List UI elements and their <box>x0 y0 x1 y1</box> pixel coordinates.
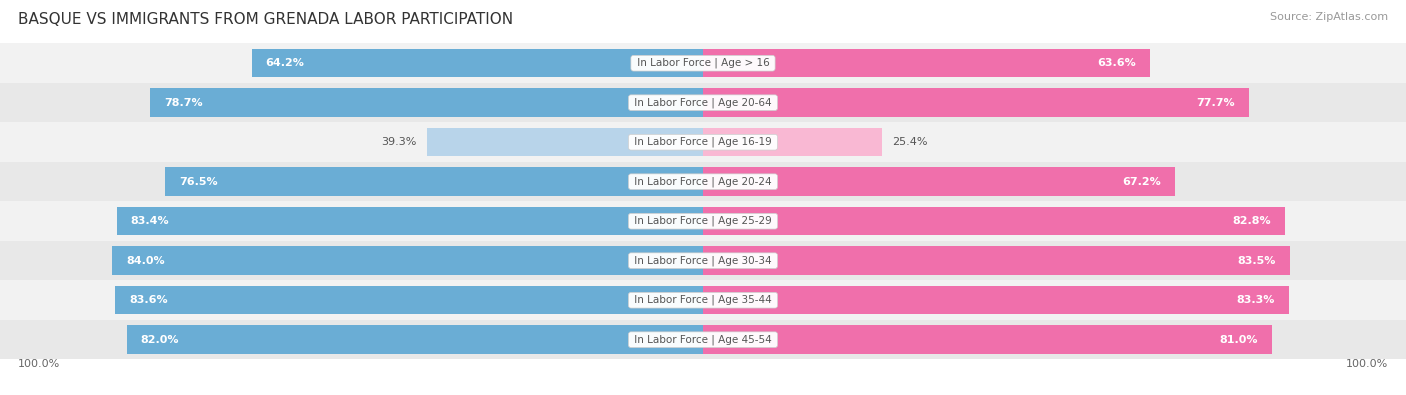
Bar <box>427 128 703 156</box>
Bar <box>117 207 703 235</box>
Bar <box>703 325 1272 354</box>
Bar <box>703 128 882 156</box>
Bar <box>149 88 703 117</box>
Text: 84.0%: 84.0% <box>127 256 165 266</box>
Text: BASQUE VS IMMIGRANTS FROM GRENADA LABOR PARTICIPATION: BASQUE VS IMMIGRANTS FROM GRENADA LABOR … <box>18 12 513 27</box>
Bar <box>0 320 1406 359</box>
Text: 83.6%: 83.6% <box>129 295 167 305</box>
Text: 100.0%: 100.0% <box>18 359 60 369</box>
Text: 82.8%: 82.8% <box>1233 216 1271 226</box>
Text: In Labor Force | Age 45-54: In Labor Force | Age 45-54 <box>631 335 775 345</box>
Bar <box>166 167 703 196</box>
Text: 77.7%: 77.7% <box>1197 98 1236 108</box>
Bar <box>703 88 1250 117</box>
Text: 25.4%: 25.4% <box>893 137 928 147</box>
Text: In Labor Force | Age 16-19: In Labor Force | Age 16-19 <box>631 137 775 147</box>
Bar <box>703 167 1175 196</box>
Bar <box>127 325 703 354</box>
Bar <box>703 207 1285 235</box>
Text: 82.0%: 82.0% <box>141 335 179 345</box>
Text: 39.3%: 39.3% <box>381 137 416 147</box>
Bar <box>0 280 1406 320</box>
Bar <box>112 246 703 275</box>
Text: In Labor Force | Age 20-24: In Labor Force | Age 20-24 <box>631 177 775 187</box>
Bar <box>0 201 1406 241</box>
Text: 83.5%: 83.5% <box>1237 256 1277 266</box>
Bar <box>0 83 1406 122</box>
Text: In Labor Force | Age 25-29: In Labor Force | Age 25-29 <box>631 216 775 226</box>
Bar <box>0 162 1406 201</box>
Text: In Labor Force | Age 35-44: In Labor Force | Age 35-44 <box>631 295 775 305</box>
Text: 76.5%: 76.5% <box>180 177 218 187</box>
Text: In Labor Force | Age 30-34: In Labor Force | Age 30-34 <box>631 256 775 266</box>
Bar <box>703 49 1150 77</box>
Bar <box>0 43 1406 83</box>
Bar <box>252 49 703 77</box>
Text: 64.2%: 64.2% <box>266 58 305 68</box>
Bar <box>0 241 1406 280</box>
Bar <box>0 122 1406 162</box>
Bar <box>115 286 703 314</box>
Text: In Labor Force | Age 20-64: In Labor Force | Age 20-64 <box>631 98 775 108</box>
Text: 83.3%: 83.3% <box>1236 295 1275 305</box>
Text: 83.4%: 83.4% <box>131 216 169 226</box>
Text: 63.6%: 63.6% <box>1097 58 1136 68</box>
Bar <box>703 286 1289 314</box>
Text: 100.0%: 100.0% <box>1346 359 1388 369</box>
Text: Source: ZipAtlas.com: Source: ZipAtlas.com <box>1270 12 1388 22</box>
Text: 67.2%: 67.2% <box>1122 177 1161 187</box>
Text: 81.0%: 81.0% <box>1220 335 1258 345</box>
Bar <box>703 246 1291 275</box>
Text: 78.7%: 78.7% <box>163 98 202 108</box>
Text: In Labor Force | Age > 16: In Labor Force | Age > 16 <box>634 58 772 68</box>
